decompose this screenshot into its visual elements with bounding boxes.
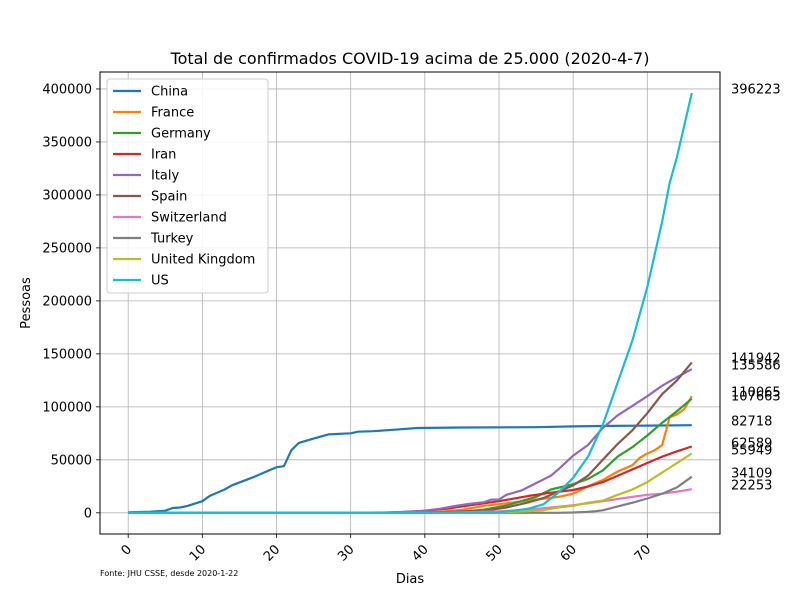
end-value-label: 62589 <box>731 437 772 452</box>
legend-label-iran: Iran <box>151 148 176 163</box>
end-value-label: 110065 <box>731 386 781 401</box>
series-line-turkey <box>128 475 693 514</box>
y-axis-title: Pessoas <box>19 277 34 329</box>
legend-label-china: China <box>151 85 188 100</box>
y-tick-label: 350000 <box>42 135 92 150</box>
legend-label-united-kingdom: United Kingdom <box>151 253 255 268</box>
legend-label-switzerland: Switzerland <box>151 211 227 226</box>
y-tick-label: 150000 <box>42 347 92 362</box>
legend-label-spain: Spain <box>151 190 187 205</box>
legend-box <box>106 78 269 294</box>
end-value-label: 34109 <box>731 467 772 482</box>
legend-label-turkey: Turkey <box>150 232 194 247</box>
legend-label-us: US <box>151 274 169 289</box>
y-tick-label: 200000 <box>42 294 92 309</box>
plot-frame <box>99 71 721 535</box>
legend-label-france: France <box>151 106 194 121</box>
y-tick-label: 0 <box>84 506 92 521</box>
end-value-label: 82718 <box>731 415 772 430</box>
axis-ticks: 0 10 20 30 40 50 60 700500001000001500002000002… <box>42 82 654 564</box>
series-lines <box>128 92 693 514</box>
series-line-us <box>128 92 693 514</box>
series-line-china <box>128 424 692 514</box>
y-tick-label: 50000 <box>51 453 92 468</box>
legend-label-italy: Italy <box>151 169 180 184</box>
y-tick-label: 400000 <box>42 82 92 97</box>
y-tick-label: 300000 <box>42 188 92 203</box>
chart-title: Total de confirmados COVID-19 acima de 2… <box>170 49 650 68</box>
legend-label-germany: Germany <box>151 127 211 142</box>
legend: China France Germany Iran Italy Spain Switzerl… <box>106 78 269 294</box>
series-line-italy <box>128 368 693 514</box>
y-tick-label: 100000 <box>42 400 92 415</box>
end-value-label: 22253 <box>731 479 772 494</box>
end-value-label: 396223 <box>731 83 781 98</box>
x-axis-title: Dias <box>396 572 425 587</box>
end-value-label: 135586 <box>731 359 781 374</box>
end-value-label: 107663 <box>731 390 781 405</box>
series-line-france <box>128 395 693 514</box>
source-note: Fonte: JHU CSSE, desde 2020-1-22 <box>100 569 238 578</box>
y-tick-label: 250000 <box>42 241 92 256</box>
end-value-label: 141942 <box>731 352 781 367</box>
end-value-label: 55949 <box>731 444 772 459</box>
